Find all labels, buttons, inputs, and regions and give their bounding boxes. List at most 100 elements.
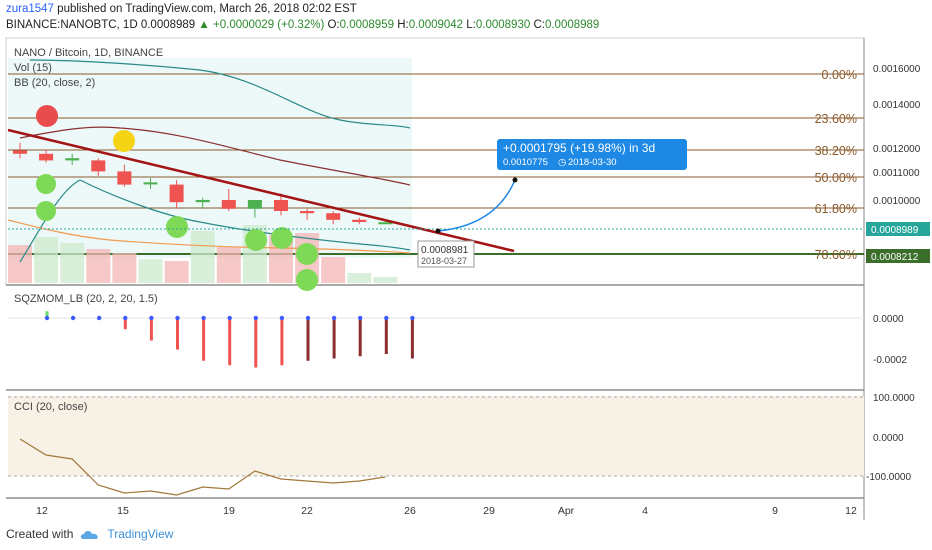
projection-target-value: 0.0010775 <box>503 157 548 168</box>
fib-label: 23.60% <box>815 112 857 126</box>
low-label: L: <box>466 19 476 31</box>
candle-body <box>221 200 236 209</box>
candle-body <box>352 219 367 222</box>
candle-body <box>326 213 341 220</box>
time-tick: 12 <box>845 505 857 517</box>
price-axis[interactable]: 0.0016000 0.0014000 0.0012000 0.0011000 … <box>866 64 930 263</box>
volume-bar <box>216 247 241 283</box>
open-label: O: <box>327 19 340 31</box>
sqz-dot <box>331 315 337 321</box>
candle-body <box>91 160 106 172</box>
price-tick: 0.0010000 <box>873 196 921 207</box>
sqz-label: SQZMOM_LB (20, 2, 20, 1.5) <box>14 293 158 305</box>
candle-body <box>143 182 158 185</box>
published-text: published on TradingView.com, March 26, … <box>57 3 357 15</box>
footer: Created with TradingView <box>6 527 173 541</box>
signal-dot-green <box>166 216 188 238</box>
time-tick: 12 <box>36 505 48 517</box>
signal-dot-red <box>36 105 58 127</box>
signal-dot-green <box>245 229 267 251</box>
candle-body <box>274 200 288 211</box>
fib-label: 61.80% <box>815 202 857 216</box>
sqz-dot <box>123 315 128 321</box>
fib-label: 78.60% <box>815 248 857 262</box>
created-with-text: Created with <box>6 527 74 541</box>
price-tick: 0.0012000 <box>873 144 921 155</box>
volume-bar <box>86 249 111 283</box>
time-tick: 15 <box>117 505 129 517</box>
up-arrow-icon: ▲ <box>198 19 210 31</box>
candle-body <box>65 158 80 161</box>
fib-label: 50.00% <box>815 171 857 185</box>
tradingview-brand-link[interactable]: TradingView <box>107 527 174 541</box>
change-value: +0.0000029 (+0.32%) <box>213 19 325 31</box>
candlesticks <box>13 142 393 225</box>
cursor-price: 0.0008981 <box>421 245 469 256</box>
projection-target-date: 2018-03-30 <box>568 157 617 168</box>
candle-body <box>169 184 184 203</box>
bb-band-fill <box>8 58 412 258</box>
sqz-dot <box>227 315 232 321</box>
high-value: 0.0009042 <box>408 19 464 31</box>
sqz-dot <box>410 315 415 321</box>
close-value: 0.0008989 <box>544 19 600 31</box>
signal-markers <box>36 105 318 291</box>
candle-body <box>13 150 27 154</box>
time-tick: 29 <box>483 505 495 517</box>
current-price-tag <box>866 222 930 236</box>
signal-dot-green <box>271 227 293 249</box>
cci-tick: 100.0000 <box>873 393 915 404</box>
downtrend-line[interactable] <box>7 128 515 253</box>
projection-box[interactable] <box>497 139 687 170</box>
projection-path[interactable] <box>437 179 516 232</box>
cci-label: CCI (20, close) <box>14 401 87 413</box>
volume-bar <box>190 231 215 283</box>
cursor-date: 2018-03-27 <box>421 256 467 266</box>
volume-bar <box>321 257 346 283</box>
volume-bar <box>373 277 398 283</box>
sqz-dot <box>279 315 285 321</box>
price-tick: 0.0014000 <box>873 100 921 111</box>
high-label: H: <box>397 19 409 31</box>
candle-body <box>195 200 210 203</box>
volume-bar <box>112 253 137 283</box>
sqz-dot <box>44 315 50 321</box>
bb-lower-line <box>19 179 411 263</box>
fib-label: 38.20% <box>815 144 857 158</box>
volume-bar <box>138 259 163 283</box>
time-axis[interactable]: 12 15 19 22 26 29 Apr 4 9 12 <box>36 505 857 517</box>
projection-end-point <box>512 177 518 183</box>
candle-body <box>39 153 54 161</box>
signal-dot-green <box>296 243 318 265</box>
candle-body <box>117 171 132 185</box>
time-tick: 26 <box>404 505 416 517</box>
time-tick: 4 <box>642 505 648 517</box>
publish-info: zura1547 published on TradingView.com, M… <box>6 3 357 15</box>
cci-tick: 0.0000 <box>873 433 904 444</box>
price-tick: 0.0016000 <box>873 64 921 75</box>
close-label: C: <box>533 19 545 31</box>
signal-dot-green <box>36 201 56 221</box>
author-link[interactable]: zura1547 <box>6 3 54 15</box>
volume-bar <box>60 243 85 283</box>
ohlc-readout: BINANCE:NANOBTC, 1D 0.0008989 ▲ +0.00000… <box>6 19 599 31</box>
level-price-tag <box>866 249 930 263</box>
price-tick: 0.0011000 <box>873 168 920 179</box>
sqz-histogram <box>44 311 415 368</box>
low-value: 0.0008930 <box>475 19 531 31</box>
volume-bar <box>164 261 189 283</box>
projection-change: +0.0001795 (+19.98%) in 3d <box>503 141 655 155</box>
symbol-label: BINANCE:NANOBTC, 1D <box>6 19 138 31</box>
candle-body <box>247 200 262 209</box>
pane-title: NANO / Bitcoin, 1D, BINANCE <box>14 47 163 59</box>
volume-ma-line <box>7 219 411 254</box>
sqz-dot <box>201 315 206 321</box>
fib-label: 0.00% <box>822 68 857 82</box>
candle-body <box>378 222 393 225</box>
level-price-tag-text: 0.0008212 <box>871 252 919 263</box>
volume-bar <box>34 237 59 283</box>
last-price: 0.0008989 <box>140 19 196 31</box>
signal-dot-green <box>296 269 318 291</box>
sqz-dot <box>149 315 154 321</box>
